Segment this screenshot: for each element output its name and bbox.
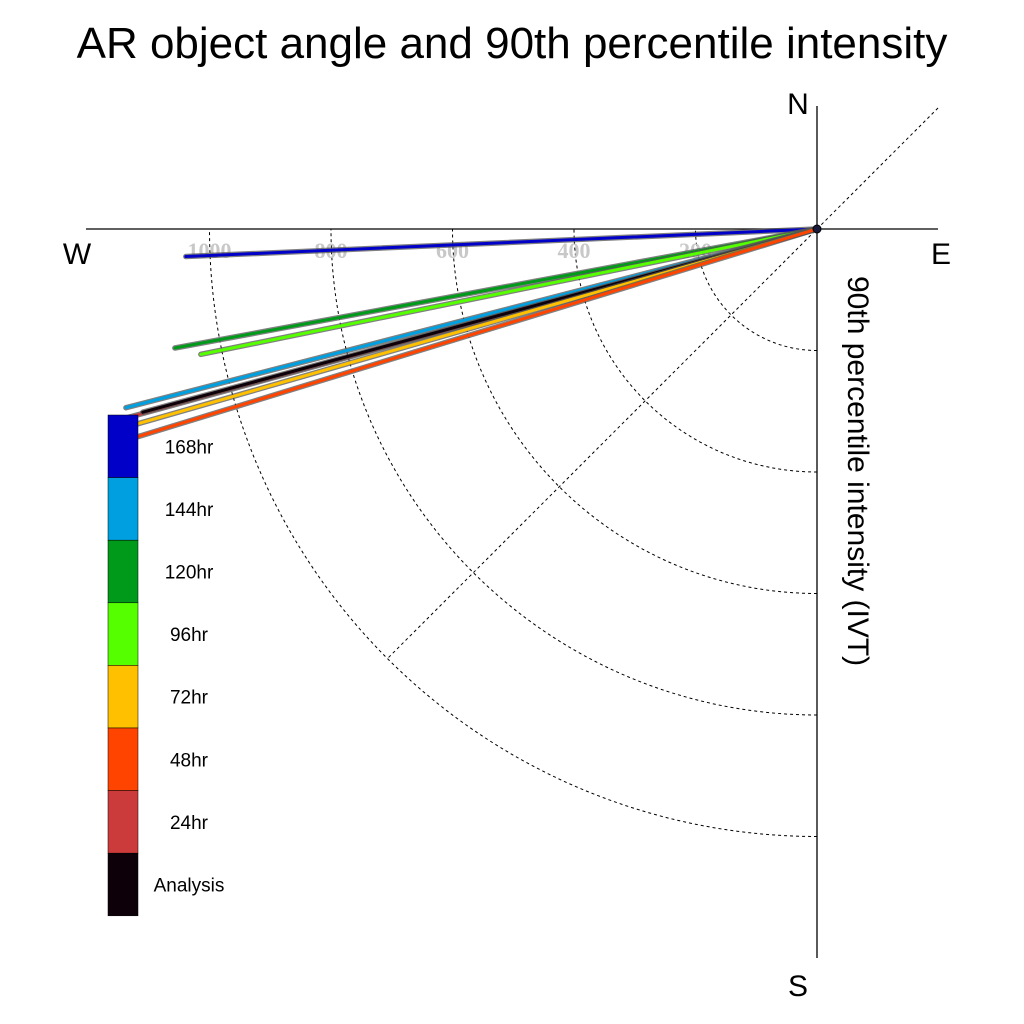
legend: 168hr 144hr 120hr 96hr 72hr 48hr 24hr Analysis: [107, 414, 225, 917]
legend-label: 24hr: [170, 813, 209, 834]
legend-swatch: [107, 539, 139, 604]
series-line: [184, 227, 819, 259]
legend-swatch: [107, 477, 139, 541]
chart-title: AR object angle and 90th percentile inte…: [77, 19, 948, 68]
legend-swatch: [107, 414, 139, 478]
grid-arc: [573, 228, 818, 473]
north-label: N: [787, 88, 809, 121]
radial-tick-label: 1000: [188, 238, 232, 263]
series-line: [124, 227, 819, 442]
legend-label: 48hr: [170, 750, 209, 771]
series-line: [199, 227, 819, 356]
legend-label: 144hr: [165, 500, 214, 521]
radial-axis-title: 90th percentile intensity (IVT): [841, 276, 874, 666]
legend-swatch: [107, 852, 139, 917]
east-label: E: [931, 238, 951, 271]
origin-marker: [812, 224, 822, 234]
diagonal-guide-line: [387, 107, 939, 659]
west-label: W: [63, 238, 92, 271]
legend-label: 120hr: [165, 563, 214, 584]
legend-swatch: [107, 727, 139, 791]
grid-arc: [209, 228, 818, 837]
legend-swatch: [107, 665, 139, 729]
legend-label: 72hr: [170, 688, 209, 709]
legend-label: 168hr: [165, 437, 214, 458]
grid-arc: [330, 228, 818, 716]
grid-arc: [452, 228, 818, 594]
legend-label: Analysis: [154, 876, 225, 897]
south-label: S: [788, 970, 808, 1003]
legend-swatch: [107, 602, 139, 666]
series-lines: [122, 226, 820, 444]
legend-label: 96hr: [170, 625, 209, 646]
legend-swatch: [107, 790, 139, 854]
